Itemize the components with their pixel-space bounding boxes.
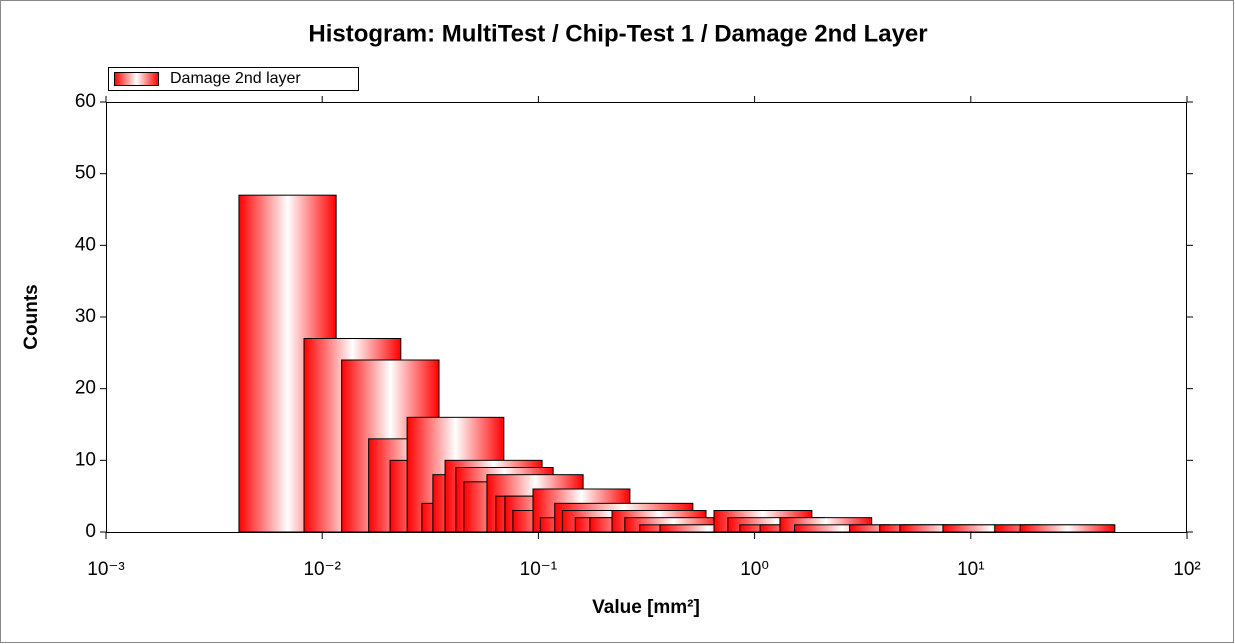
legend-box	[108, 67, 359, 91]
chart-title: Histogram: MultiTest / Chip-Test 1 / Dam…	[308, 20, 927, 47]
x-tick-label: 10⁻³	[87, 559, 125, 580]
x-tick-label: 10⁰	[740, 559, 769, 580]
y-tick-label: 60	[75, 91, 96, 112]
y-axis-label: Counts	[21, 284, 42, 349]
x-tick-label: 10⁻²	[303, 559, 341, 580]
x-axis-label: Value [mm²]	[592, 597, 700, 618]
legend: Damage 2nd layer	[108, 67, 359, 91]
y-tick-label: 40	[75, 234, 96, 255]
x-tick-label: 10⁻¹	[520, 559, 558, 580]
y-tick-label: 10	[75, 449, 96, 470]
y-tick-label: 0	[85, 521, 96, 542]
x-tick-label: 10¹	[957, 559, 984, 580]
plot-border	[106, 102, 1187, 533]
y-tick-label: 50	[75, 163, 96, 184]
bar	[1019, 524, 1116, 533]
legend-label: Damage 2nd layer	[170, 70, 301, 87]
legend-swatch	[114, 72, 159, 86]
y-tick-label: 20	[75, 378, 96, 399]
y-tick-label: 30	[75, 306, 96, 327]
x-tick-label: 10²	[1173, 559, 1200, 580]
